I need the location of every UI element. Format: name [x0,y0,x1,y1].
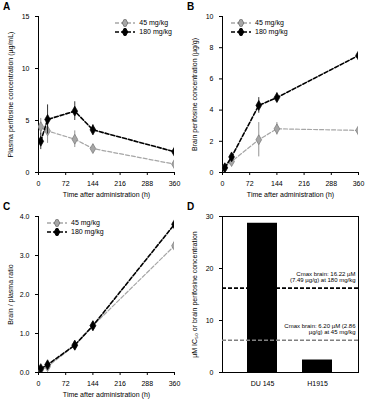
svg-text:216: 216 [114,180,126,187]
svg-text:H1915: H1915 [307,380,328,387]
html-text:180 mg/kg: 180 mg/kg [71,228,104,235]
svg-text:0: 0 [26,169,30,176]
svg-text:0: 0 [210,369,214,376]
svg-text:360: 360 [169,180,181,187]
svg-text:72: 72 [62,380,70,387]
svg-text:360: 360 [353,180,365,187]
svg-text:72: 72 [246,180,254,187]
svg-text:3.0: 3.0 [20,252,30,259]
html-text:45 mg/kg: 45 mg/kg [71,219,100,226]
svg-text:4.0: 4.0 [20,213,30,220]
svg-text:10: 10 [206,13,214,20]
svg-text:0: 0 [37,180,41,187]
svg-text:360: 360 [169,380,181,387]
svg-text:20: 20 [206,265,214,272]
html-text:180 mg/kg: 180 mg/kg [255,28,288,35]
svg-text:10: 10 [22,65,30,72]
html-text:180 mg/kg: 180 mg/kg [139,28,172,35]
svg-text:µM IC₅₀ or brain perifosine co: µM IC₅₀ or brain perifosine concentratio… [191,231,199,358]
svg-text:144: 144 [271,180,283,187]
svg-text:Brain / plasma ratio: Brain / plasma ratio [7,264,15,324]
svg-text:Brain perifosine concentration: Brain perifosine concentration (µg/g) [191,38,199,151]
svg-text:8: 8 [210,44,214,51]
svg-text:6: 6 [210,75,214,82]
svg-text:10: 10 [206,317,214,324]
svg-text:30: 30 [206,213,214,220]
svg-text:5: 5 [26,117,30,124]
svg-text:1.0: 1.0 [20,330,30,337]
svg-text:0.0: 0.0 [20,369,30,376]
html-text:45 mg/kg: 45 mg/kg [255,19,284,26]
svg-text:4: 4 [210,106,214,113]
svg-text:DU 145: DU 145 [251,380,275,387]
svg-text:Time after administration (h): Time after administration (h) [63,391,150,399]
svg-text:288: 288 [325,180,337,187]
svg-text:288: 288 [141,180,153,187]
svg-text:72: 72 [62,180,70,187]
svg-text:Cmax brain: 16.22 µM(7.49 µg/g: Cmax brain: 16.22 µM(7.49 µg/g) at 180 m… [290,271,356,283]
svg-text:216: 216 [114,380,126,387]
svg-text:Plasma perifosine concentratio: Plasma perifosine concentration (µg/mL) [7,32,15,158]
svg-text:Cmax brain: 6.20 µM (2.86µg/g): Cmax brain: 6.20 µM (2.86µg/g) at 45 mg/… [284,323,356,335]
svg-text:Time after administration (h): Time after administration (h) [63,191,150,199]
svg-text:2: 2 [210,138,214,145]
html-text:C: C [3,201,11,212]
svg-text:Time after administration (h): Time after administration (h) [247,191,334,199]
svg-text:144: 144 [87,180,99,187]
html-text:45 mg/kg: 45 mg/kg [139,19,169,26]
svg-text:144: 144 [87,380,99,387]
html-text:A: A [3,1,11,12]
svg-text:216: 216 [298,180,310,187]
html-text:B: B [187,1,195,12]
svg-text:0: 0 [210,169,214,176]
svg-text:288: 288 [141,380,153,387]
svg-text:15: 15 [22,13,30,20]
svg-text:2.0: 2.0 [20,291,30,298]
svg-text:0: 0 [221,180,225,187]
svg-text:0: 0 [37,380,41,387]
html-text:D: D [187,201,195,212]
